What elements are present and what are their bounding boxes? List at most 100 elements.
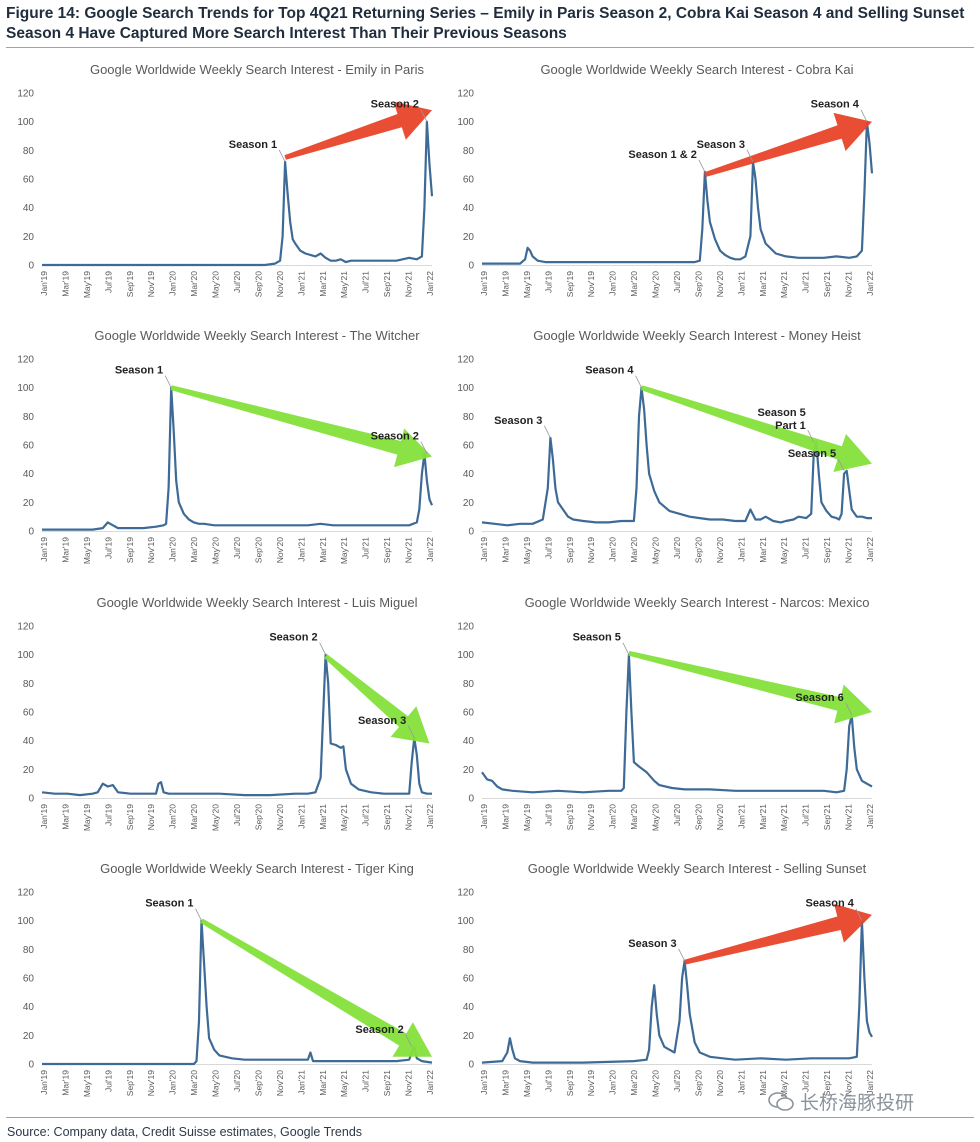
x-tick-label: Sep'19 [125,537,135,563]
annotation-leader [855,908,863,921]
annotation-leader [195,908,202,921]
x-tick-label: Jan'22 [425,804,435,829]
y-tick-label: 120 [17,622,34,633]
x-tick-label: May'19 [522,1070,532,1097]
y-tick-label: 60 [23,974,35,985]
annotation-label: Season 6 [795,692,843,704]
x-tick-label: Sep'20 [693,804,703,830]
annotation-leader [845,702,853,716]
x-tick-label: Nov'20 [275,537,285,563]
annotation-leader [698,159,706,173]
series-line [41,653,432,797]
chart-title: Google Worldwide Weekly Search Interest … [94,328,420,343]
x-tick-label: Sep'20 [693,537,703,563]
x-tick-label: May'21 [779,271,789,298]
annotation-label: Season 5 [573,632,621,644]
trend-arrow-down [170,385,432,468]
annotation-label: Season 1 & 2 [628,149,696,161]
x-tick-label: May'20 [651,1070,661,1097]
chart-selling-sunset: Google Worldwide Weekly Search Interest … [457,861,875,1097]
y-tick-label: 100 [457,383,474,394]
trend-arrow-down [640,385,872,472]
y-tick-label: 80 [23,945,35,956]
annotation-label: Season 1 [229,139,277,151]
x-tick-label: Nov'20 [715,1070,725,1096]
x-tick-label: Jul'19 [103,271,113,293]
y-tick-label: 80 [23,412,35,423]
chart-title: Google Worldwide Weekly Search Interest … [540,62,853,77]
annotation-leader [622,642,630,655]
y-tick-label: 0 [28,261,34,272]
x-tick-label: Jul'19 [103,537,113,559]
x-tick-label: May'21 [339,271,349,298]
y-tick-label: 120 [457,622,474,633]
x-tick-label: Nov'21 [404,804,414,830]
x-tick-label: Nov'20 [275,1070,285,1096]
x-tick-label: Jul'21 [361,537,371,559]
x-tick-label: Jan'22 [425,537,435,562]
x-tick-label: Jan'21 [736,271,746,296]
chat-bubble-icon [768,1091,794,1111]
y-tick-label: 60 [463,175,475,186]
x-tick-label: Jan'20 [168,804,178,829]
x-tick-label: Nov'21 [404,271,414,297]
x-tick-label: Jan'19 [479,271,489,296]
watermark-text: 长桥海豚投研 [800,1093,915,1114]
x-tick-label: May'21 [779,1070,789,1097]
x-tick-label: Jul'20 [232,537,242,559]
series-line [42,120,434,267]
x-tick-label: Jan'19 [39,271,49,296]
x-tick-label: Sep'19 [565,804,575,830]
x-tick-label: Nov'19 [146,804,156,830]
x-tick-label: Mar'21 [758,537,768,563]
x-tick-label: Mar'19 [60,1070,70,1096]
x-tick-label: Jul'20 [232,271,242,293]
x-tick-label: Mar'19 [500,804,510,830]
y-tick-label: 40 [23,736,35,747]
x-tick-label: Jan'20 [608,1070,618,1095]
series-line [481,653,873,794]
annotation-label: Season 3 [628,938,676,950]
y-tick-label: 80 [23,679,35,690]
annotation-label: Season 3 [358,715,406,727]
x-tick-label: Jul'20 [672,271,682,293]
y-tick-label: 40 [23,203,35,214]
annotation-leader [635,375,642,388]
series-line [481,919,873,1064]
annotation-leader [319,642,326,655]
annotation-label: Season 1 [145,898,193,910]
x-tick-label: Jan'20 [168,271,178,296]
trend-arrow-up [684,903,872,965]
y-tick-label: 80 [463,945,475,956]
x-tick-label: Jan'21 [296,537,306,562]
x-tick-label: Nov'20 [275,804,285,830]
y-tick-label: 100 [457,650,474,661]
x-tick-label: Jan'21 [296,271,306,296]
annotation-leader [544,425,551,439]
chart-luis-miguel: Google Worldwide Weekly Search Interest … [17,595,435,831]
x-tick-label: Jul'20 [672,804,682,826]
x-tick-label: May'19 [82,537,92,564]
y-tick-label: 20 [463,1031,475,1042]
y-tick-label: 20 [23,1031,35,1042]
x-tick-label: Jul'21 [361,271,371,293]
x-tick-label: Mar'20 [629,271,639,297]
chart-title: Google Worldwide Weekly Search Interest … [525,595,870,610]
x-tick-label: Sep'19 [565,1070,575,1096]
x-tick-label: Sep'20 [253,1070,263,1096]
x-tick-label: Sep'19 [565,537,575,563]
annotation-label: Season 2 [355,1024,403,1036]
x-tick-label: Jan'20 [608,804,618,829]
x-tick-label: Sep'19 [125,804,135,830]
x-tick-label: Sep'19 [125,271,135,297]
y-tick-label: 120 [457,89,474,100]
trend-arrow-up [704,112,872,177]
x-tick-label: Nov'19 [586,537,596,563]
chart-cobra-kai: Google Worldwide Weekly Search Interest … [457,62,875,298]
x-tick-label: Jul'21 [801,537,811,559]
x-tick-label: Mar'21 [318,537,328,563]
y-tick-label: 100 [17,117,34,128]
x-tick-label: May'21 [779,804,789,831]
x-tick-label: Sep'20 [253,804,263,830]
y-tick-label: 60 [23,708,35,719]
